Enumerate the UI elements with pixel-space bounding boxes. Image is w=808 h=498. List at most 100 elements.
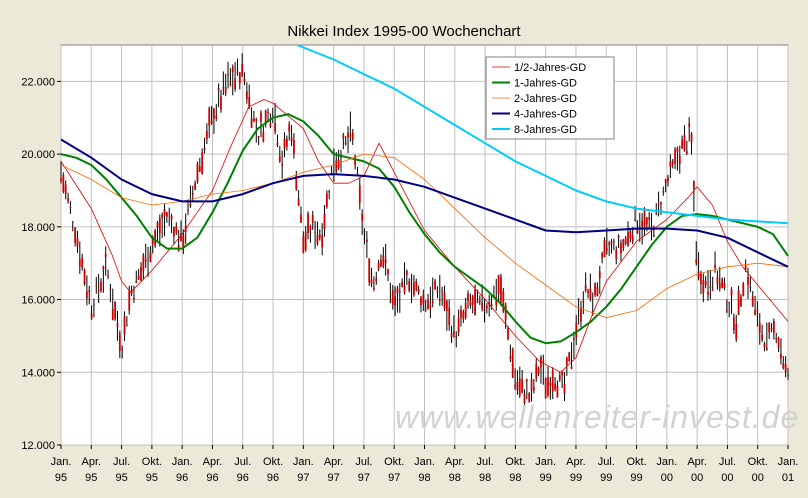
x-tick-label-month: Jan. (414, 456, 435, 468)
price-bar-body (740, 296, 742, 307)
price-bar-body (533, 387, 535, 391)
price-bar-body (565, 357, 568, 365)
price-bar-body (683, 134, 686, 151)
price-bar-body (636, 229, 639, 234)
price-bar-body (144, 259, 147, 262)
price-bar-body (747, 276, 749, 285)
price-bar-body (307, 213, 309, 233)
price-bar-body (396, 288, 399, 294)
price-bar-body (749, 286, 752, 288)
x-tick-label-month: Apr. (445, 456, 465, 468)
x-tick-label-month: Jul. (477, 456, 494, 468)
price-bar-body (208, 108, 211, 127)
price-bar-body (417, 289, 420, 293)
y-tick-label: 16.000 (21, 295, 55, 307)
price-bar-body (104, 253, 107, 257)
price-bar-body (328, 191, 331, 193)
price-bar-body (154, 230, 157, 246)
price-bar-body (627, 231, 629, 246)
price-bar-body (584, 285, 587, 291)
price-bar-body (457, 317, 460, 333)
price-bar-body (742, 283, 745, 297)
price-bar-body (453, 331, 455, 335)
series-line-1 (60, 113, 789, 345)
price-bar-body (509, 356, 512, 359)
price-bar-body (401, 281, 404, 287)
price-bar-body (128, 290, 131, 311)
price-bar-body (530, 379, 533, 391)
price-bar-body (187, 209, 189, 211)
price-bar-body (274, 123, 277, 132)
price-bar-body (737, 290, 740, 315)
x-tick-label-month: Okt. (626, 456, 646, 468)
price-bar-body (373, 287, 375, 289)
price-bar-body (568, 352, 571, 362)
x-tick-label-year: 95 (85, 472, 97, 484)
price-bar-body (194, 183, 197, 190)
price-bar-body (222, 87, 225, 89)
price-bar-body (521, 379, 524, 393)
price-bar-body (201, 152, 204, 174)
series-line-0 (60, 99, 789, 373)
price-bar-body (601, 252, 604, 258)
price-bar-body (165, 212, 168, 217)
price-bar-body (257, 136, 260, 138)
price-bar-body (375, 278, 378, 282)
price-bar-body (638, 226, 641, 228)
price-bar-body (255, 118, 258, 121)
x-tick-label-month: Jul. (598, 456, 615, 468)
price-bar-body (756, 309, 759, 311)
price-bar-body (582, 301, 585, 303)
price-bar-body (76, 238, 79, 247)
price-bar-body (121, 349, 124, 351)
legend-label-0: 1/2-Jahres-GD (514, 62, 586, 74)
price-bar-body (681, 139, 684, 149)
x-tick-label-year: 99 (600, 472, 612, 484)
price-bar-body (676, 148, 679, 152)
price-bar-body (575, 322, 578, 338)
price-bar-body (189, 204, 192, 206)
x-tick-label-year: 98 (418, 472, 430, 484)
x-tick-label-year: 99 (630, 472, 642, 484)
price-bar-body (732, 317, 735, 330)
y-tick-label: 14.000 (21, 367, 55, 379)
price-bar-body (111, 308, 114, 321)
price-bar-body (650, 226, 653, 228)
price-bar-body (441, 290, 444, 292)
x-tick-label-year: 98 (449, 472, 461, 484)
x-tick-label-month: Okt. (263, 456, 283, 468)
price-bar-body (236, 71, 239, 73)
price-bar-body (135, 281, 138, 284)
price-bar-body (175, 226, 178, 233)
price-bar-body (716, 277, 719, 285)
price-bar-body (151, 237, 154, 244)
price-bar-body (213, 108, 215, 119)
price-bar-body (467, 293, 469, 302)
price-bar-body (704, 281, 707, 286)
price-bar-body (692, 181, 695, 189)
price-bar-body (215, 115, 218, 119)
price-bar-body (333, 180, 335, 182)
price-bar-body (123, 316, 126, 335)
price-bar-body (481, 302, 484, 309)
price-bar-body (436, 290, 439, 292)
price-bar-body (314, 232, 316, 234)
series-line-4 (296, 44, 789, 225)
price-bar-body (697, 271, 700, 278)
price-bar-body (596, 286, 599, 297)
price-bar-body (605, 248, 608, 251)
price-bar-body (93, 304, 95, 306)
price-bar-body (464, 302, 467, 318)
price-bar-body (260, 112, 262, 122)
price-bar-body (335, 160, 338, 172)
x-tick-label-year: 95 (146, 472, 158, 484)
price-bar-body (238, 72, 241, 84)
x-tick-label-year: 96 (206, 472, 218, 484)
y-tick-label: 22.000 (21, 76, 55, 88)
price-bar-body (438, 300, 441, 302)
price-bar-body (60, 178, 62, 182)
price-bar-body (403, 285, 406, 293)
price-bar-body (450, 333, 453, 338)
price-bar-body (191, 193, 194, 195)
